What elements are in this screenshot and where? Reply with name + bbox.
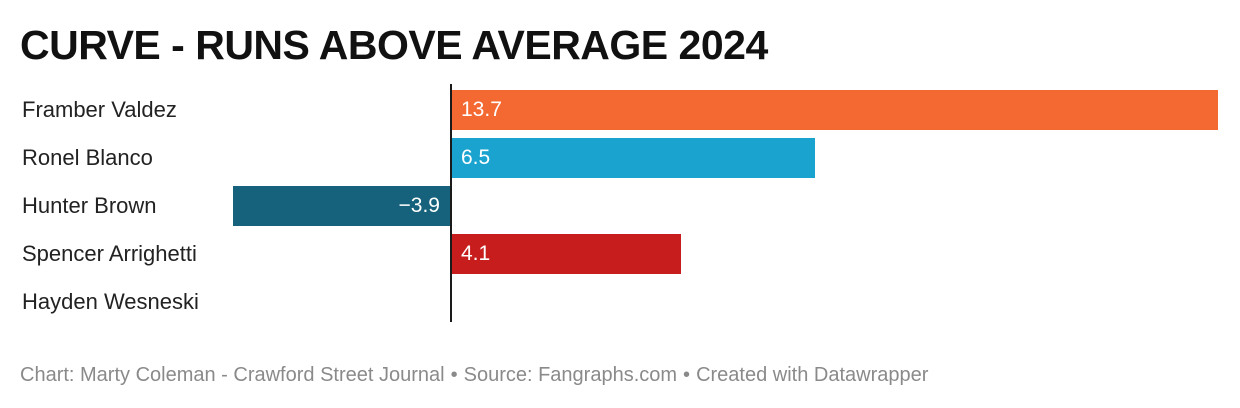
bar bbox=[451, 234, 681, 274]
bar bbox=[451, 90, 1218, 130]
source-credit: Source: Fangraphs.com bbox=[463, 364, 678, 386]
bar-value-label: −3.9 bbox=[398, 194, 440, 217]
bar-value-label: 6.5 bbox=[461, 146, 491, 169]
bar-value-label: 4.1 bbox=[461, 242, 491, 265]
bar bbox=[232, 186, 451, 226]
zero-axis-line bbox=[450, 84, 452, 322]
category-label: Hayden Wesneski bbox=[22, 289, 199, 314]
category-label: Spencer Arrighetti bbox=[22, 241, 197, 266]
tool-credit: Created with Datawrapper bbox=[696, 364, 929, 386]
category-label: Ronel Blanco bbox=[22, 145, 153, 170]
chart-title: CURVE - RUNS ABOVE AVERAGE 2024 bbox=[20, 22, 768, 68]
category-label: Framber Valdez bbox=[22, 97, 177, 122]
footer-separator: • bbox=[683, 364, 691, 386]
bar bbox=[451, 138, 815, 178]
chart-credit: Chart: Marty Coleman - Crawford Street J… bbox=[20, 364, 445, 386]
bar-chart: Framber Valdez 13.7 Ronel Blanco 6.5 Hunter … bbox=[22, 84, 1218, 322]
bar-value-label: 13.7 bbox=[461, 98, 502, 121]
chart-footer: Chart: Marty Coleman - Crawford Street J… bbox=[20, 362, 928, 388]
category-label: Hunter Brown bbox=[22, 193, 157, 218]
footer-separator: • bbox=[450, 364, 458, 386]
